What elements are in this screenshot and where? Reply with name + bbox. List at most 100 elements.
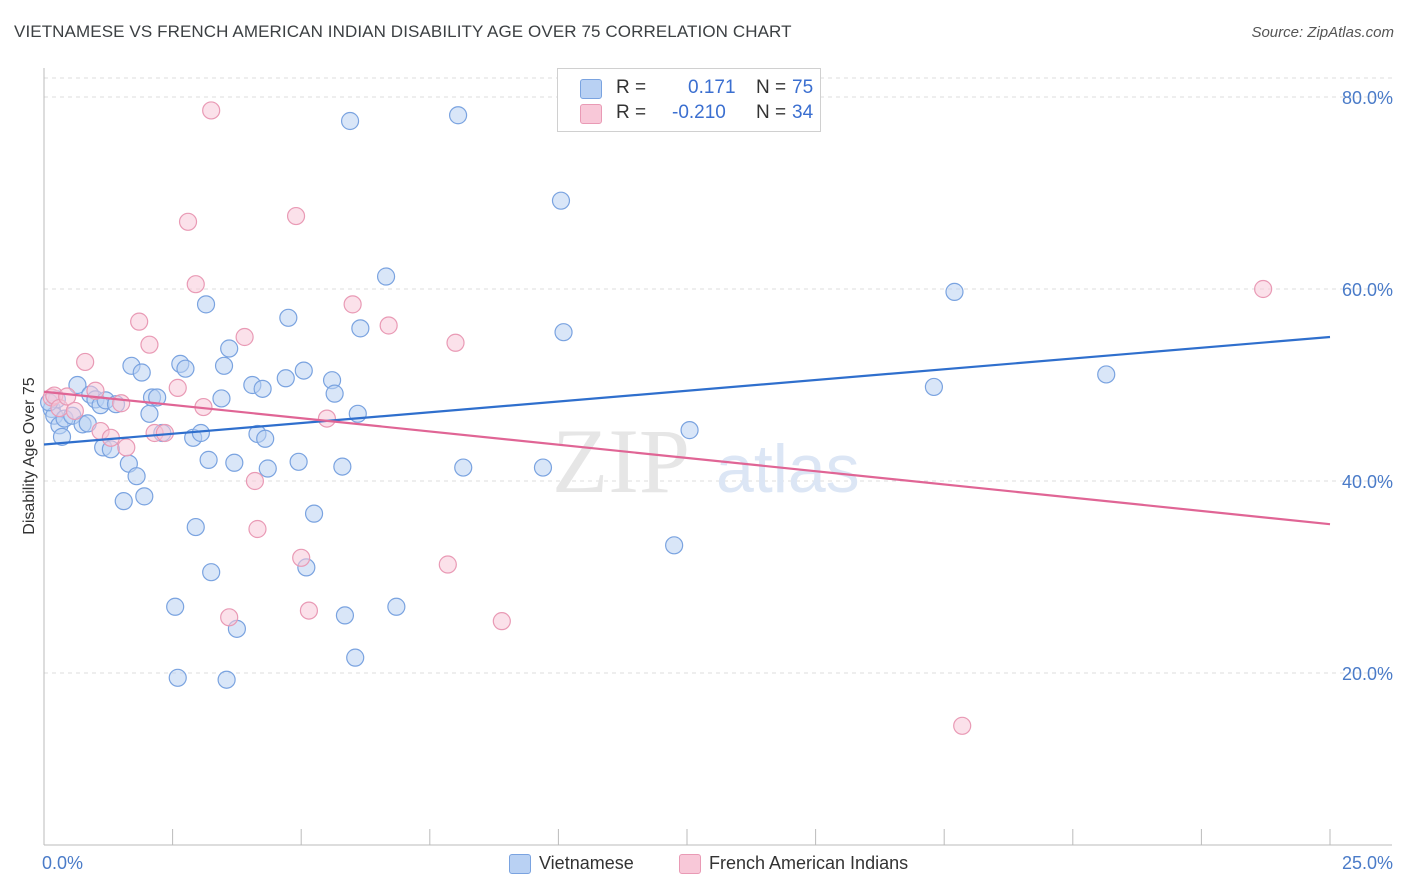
french-point <box>343 295 362 314</box>
french-point <box>178 212 198 231</box>
vietnamese-point <box>148 388 167 407</box>
bottom-legend-label-vietnamese: Vietnamese <box>539 853 634 873</box>
legend-r-label: R = <box>616 102 647 123</box>
source-credit: Source: ZipAtlas.com <box>1251 24 1394 41</box>
legend-r-value-vietnamese: 0.171 <box>688 77 736 98</box>
french-point <box>317 409 337 428</box>
vietnamese-point <box>551 191 571 210</box>
x-tick-label: 0.0% <box>42 853 83 873</box>
french-point <box>292 548 311 567</box>
vietnamese-point <box>289 452 308 471</box>
french-point <box>202 101 221 120</box>
french-point <box>1254 279 1273 299</box>
stats-legend: R = 0.171 N = 75 R = -0.210 N = 34 <box>557 68 821 132</box>
vietnamese-point <box>294 361 313 380</box>
french-point <box>86 381 105 400</box>
y-axis-label: Disability Age Over 75 <box>21 377 38 535</box>
vietnamese-point <box>217 670 236 689</box>
vietnamese-point <box>253 379 272 398</box>
vietnamese-point <box>924 377 944 397</box>
vietnamese-point <box>665 536 684 555</box>
french-point <box>299 601 319 620</box>
french-point <box>248 519 267 539</box>
french-point <box>220 608 239 627</box>
french-point <box>140 335 159 354</box>
vietnamese-point <box>199 450 218 469</box>
legend-r-label: R = <box>616 77 647 98</box>
vietnamese-point <box>127 467 146 486</box>
vietnamese-point <box>196 295 216 314</box>
chart-title: VIETNAMESE VS FRENCH AMERICAN INDIAN DIS… <box>14 22 792 41</box>
french-point <box>235 327 254 347</box>
vietnamese-point <box>279 308 298 327</box>
trend-line-french <box>43 390 1331 526</box>
vietnamese-point <box>212 389 231 408</box>
y-tick-label: 20.0% <box>1342 664 1393 684</box>
vietnamese-point <box>376 267 396 286</box>
trend-line-vietnamese <box>43 335 1331 446</box>
vietnamese-point <box>276 369 295 388</box>
vietnamese-point <box>258 459 277 478</box>
vietnamese-point <box>68 375 87 395</box>
y-tick-label: 40.0% <box>1342 472 1393 492</box>
vietnamese-point <box>132 363 151 382</box>
bottom-legend-french: French American Indians <box>679 852 959 876</box>
vietnamese-point <box>346 648 365 667</box>
french-point <box>58 387 77 406</box>
legend-n-value-vietnamese: 75 <box>792 77 814 98</box>
vietnamese-point <box>304 504 324 523</box>
y-tick-label: 60.0% <box>1342 280 1393 300</box>
vietnamese-point <box>52 427 72 446</box>
vietnamese-point <box>202 563 221 582</box>
vietnamese-point <box>340 111 360 131</box>
french-point <box>117 438 136 457</box>
french-point <box>130 312 149 331</box>
legend-n-value-french: 34 <box>792 102 814 123</box>
bottom-legend-swatch-blue <box>509 854 531 874</box>
legend-n-label: N = <box>756 77 787 98</box>
vietnamese-point <box>351 319 370 338</box>
french-point <box>112 394 131 413</box>
vietnamese-point <box>554 323 573 342</box>
vietnamese-point <box>387 597 406 616</box>
vietnamese-point <box>945 282 964 301</box>
vietnamese-point <box>1097 365 1116 384</box>
grid-lines <box>44 77 1392 674</box>
french-point <box>379 316 398 335</box>
bottom-legend-vietnamese: Vietnamese <box>509 852 669 876</box>
vietnamese-point <box>220 339 239 358</box>
bottom-legend-swatch-pink <box>679 854 701 874</box>
vietnamese-point <box>168 668 187 687</box>
vietnamese-point <box>225 453 244 472</box>
y-tick-label: 80.0% <box>1342 88 1393 108</box>
vietnamese-point <box>533 458 553 477</box>
vietnamese-point <box>325 384 344 403</box>
french-point <box>168 378 187 397</box>
trend-lines <box>43 335 1331 526</box>
legend-n-label: N = <box>756 102 787 123</box>
french-point <box>76 352 95 372</box>
vietnamese-point <box>256 429 275 448</box>
french-point <box>245 471 265 491</box>
watermark-zip: ZIP <box>552 410 690 512</box>
legend-r-value-french: -0.210 <box>672 102 726 123</box>
vietnamese-point <box>214 356 234 375</box>
bottom-legend-label-french: French American Indians <box>709 853 909 873</box>
vietnamese-point <box>186 517 205 537</box>
vietnamese-point <box>448 106 468 125</box>
series-vietnamese <box>40 106 1116 689</box>
vietnamese-point <box>454 458 473 477</box>
french-point <box>953 716 972 735</box>
x-tick-label: 25.0% <box>1342 853 1393 873</box>
french-point <box>438 555 457 574</box>
vietnamese-point <box>333 457 352 476</box>
vietnamese-point <box>680 421 699 440</box>
vietnamese-point <box>335 606 355 625</box>
tick-labels: 20.0% 40.0% 60.0% 80.0% 0.0% 25.0% <box>42 88 1393 873</box>
french-point <box>186 275 205 294</box>
french-point <box>286 206 306 226</box>
french-point <box>446 333 465 352</box>
legend-swatch-pink <box>580 104 602 124</box>
french-point <box>492 612 511 631</box>
